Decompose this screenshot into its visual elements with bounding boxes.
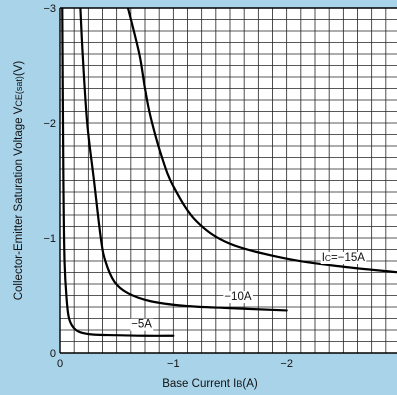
y-tick-label: 0 xyxy=(50,348,56,360)
series-label-bg xyxy=(130,318,154,331)
series-line xyxy=(79,8,288,312)
series-label: −5A xyxy=(131,319,152,331)
x-axis-title-sub: B xyxy=(236,379,242,389)
y-tick-label: −3 xyxy=(43,3,56,15)
series-label: −10A xyxy=(224,291,252,303)
x-tick-label: 0 xyxy=(57,358,63,370)
series-line xyxy=(126,8,397,274)
curves xyxy=(61,8,397,337)
series-label: IC=−15A xyxy=(322,252,366,264)
y-tick-label: −2 xyxy=(43,118,56,130)
x-tick-label: −1 xyxy=(167,358,180,370)
y-axis-title-unit: (V) xyxy=(13,61,25,77)
grid-minor xyxy=(60,8,397,353)
curve-labels: −5A −10A IC=−15A xyxy=(130,252,367,331)
grid-major xyxy=(59,7,397,354)
y-axis-title-sub: CE(sat) xyxy=(14,76,24,107)
x-axis-title: Base Current IB(A) xyxy=(162,378,258,390)
y-axis-title-main: Collector-Emitter Saturation Voltage V xyxy=(13,106,25,300)
x-tick-label: −2 xyxy=(280,358,293,370)
x-axis-title-main: Base Current I xyxy=(162,378,236,390)
series-label-bg xyxy=(320,252,367,264)
y-axis-title: Collector-Emitter Saturation Voltage VCE… xyxy=(13,61,25,301)
tick-labels: 0−1−2−0−1−2−3 xyxy=(43,3,397,370)
y-tick-label: −1 xyxy=(43,233,56,245)
series-line xyxy=(61,8,175,337)
x-axis-title-unit: (A) xyxy=(242,378,258,390)
series-label-bg xyxy=(223,291,253,304)
